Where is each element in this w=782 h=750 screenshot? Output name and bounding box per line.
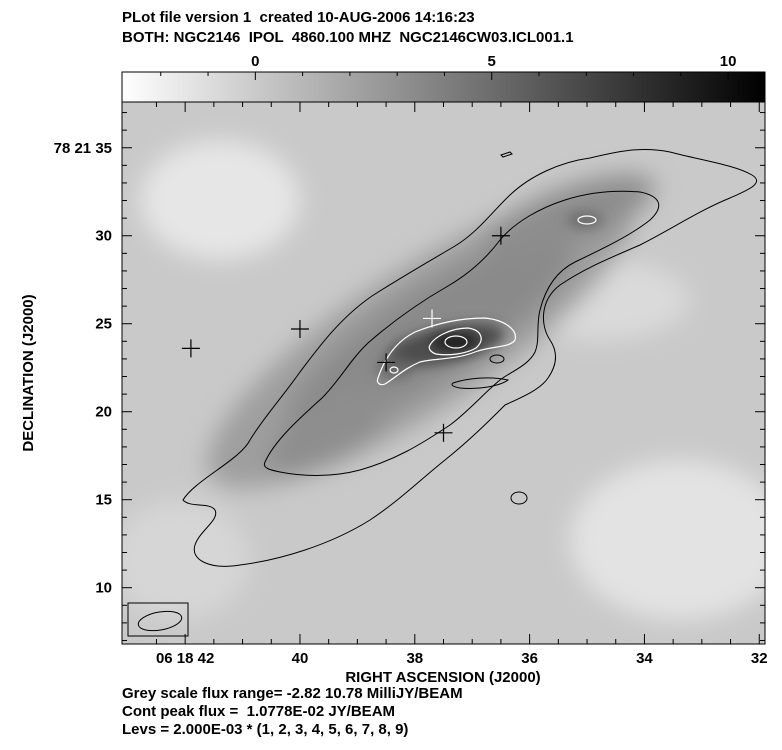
contour-island-1 (510, 491, 528, 505)
beam-box (127, 602, 189, 637)
y-tick-label: 20 (95, 404, 112, 421)
source-markers (181, 226, 510, 442)
beam-ellipse (137, 610, 183, 632)
y-tick-label: 30 (95, 228, 112, 245)
footer-peak-flux: Cont peak flux = 1.0778E-02 JY/BEAM (122, 703, 396, 720)
contour-levels-high (376, 215, 597, 386)
contour-levels (182, 149, 758, 567)
plot-header-line1: PLot file version 1 created 10-AUG-2006 … (122, 9, 475, 26)
contour-level-5 (444, 335, 468, 349)
contour-island-ne (577, 215, 597, 225)
beam-frame (127, 602, 189, 637)
x-tick-label: 36 (521, 650, 538, 667)
axes: 06 18 42 40 38 36 34 32 78 21 35 30 25 20 15 10 (54, 102, 768, 667)
x-tick-label: 34 (636, 650, 653, 667)
colorbar: 0 5 10 (121, 53, 766, 103)
source-marker (290, 320, 309, 339)
y-tick-label: 78 21 35 (54, 140, 112, 157)
x-tick-label: 32 (751, 650, 768, 667)
colorbar-ticks: 0 5 10 (160, 53, 737, 80)
contour-level-1 (182, 149, 758, 567)
footer-greyscale-range: Grey scale flux range= -2.82 10.78 Milli… (122, 685, 463, 702)
footer-contour-levels: Levs = 2.000E-03 * (1, 2, 3, 4, 5, 6, 7,… (122, 721, 409, 738)
x-axis-label: RIGHT ASCENSION (J2000) (345, 669, 540, 686)
contour-level-2b (451, 377, 510, 389)
x-tick-label: 38 (406, 650, 423, 667)
contour-peak-island (389, 366, 399, 374)
source-marker (434, 423, 453, 442)
contour-island-3 (500, 151, 513, 158)
source-marker (377, 353, 396, 372)
source-marker (423, 309, 442, 328)
contour-level-4 (428, 327, 482, 356)
colorbar-tick-label: 10 (720, 53, 737, 70)
y-tick-label: 10 (95, 580, 112, 597)
grey-scale-image (122, 102, 765, 644)
source-marker (491, 226, 510, 245)
contour-level-2 (263, 190, 660, 476)
contour-level-3 (376, 317, 516, 386)
colorbar-tick-label: 5 (488, 53, 496, 70)
y-tick-label: 15 (95, 492, 112, 509)
x-tick-label: 06 18 42 (156, 650, 214, 667)
plot-header-line2: BOTH: NGC2146 IPOL 4860.100 MHZ NGC2146C… (122, 29, 574, 46)
colorbar-tick-label: 0 (251, 53, 259, 70)
emission-core (377, 212, 603, 378)
contour-island-2 (489, 354, 505, 364)
colorbar-gradient (121, 71, 766, 103)
x-tick-label: 40 (292, 650, 309, 667)
y-tick-label: 25 (95, 316, 112, 333)
y-axis-label: DECLINATION (J2000) (20, 294, 37, 451)
source-marker (181, 339, 200, 358)
